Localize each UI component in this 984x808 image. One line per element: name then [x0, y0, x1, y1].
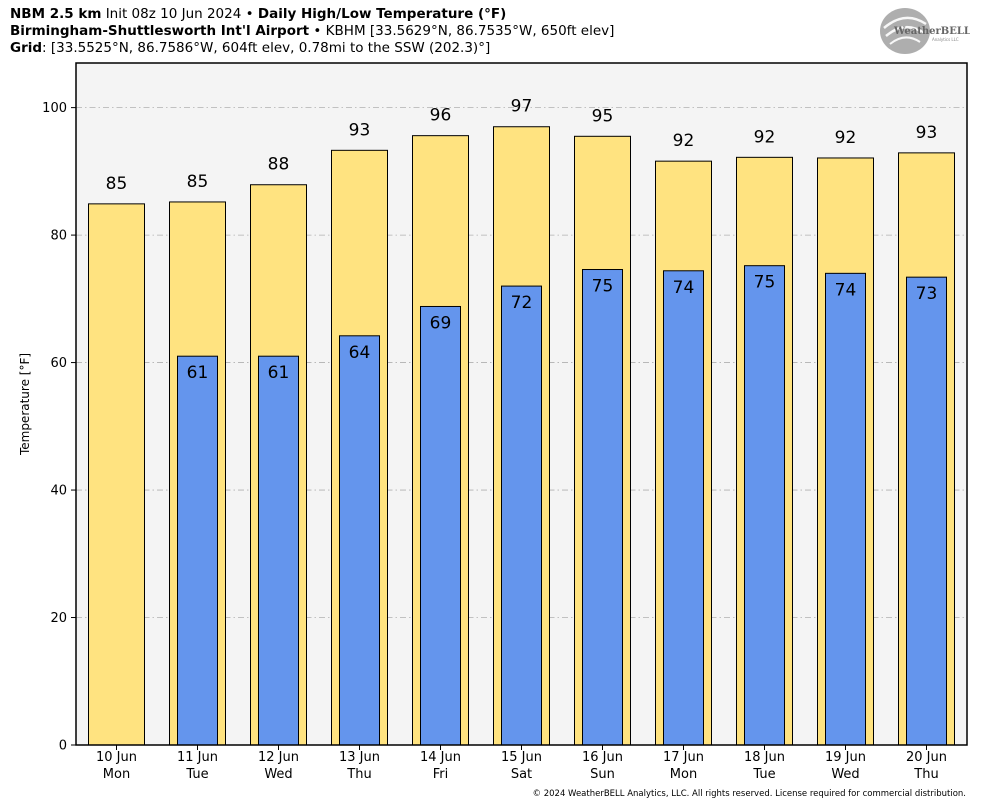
x-tick-date: 19 Jun [825, 750, 866, 765]
high-value-label: 92 [835, 128, 857, 148]
low-series [177, 265, 947, 746]
low-bar [501, 285, 542, 746]
low-value-label: 75 [754, 273, 776, 293]
station-info: KBHM [33.5629°N, 86.7535°W, 650ft elev] [325, 23, 615, 39]
station-name: Birmingham-Shuttlesworth Int'l Airport [10, 23, 310, 39]
separator: • [245, 6, 254, 22]
x-tick-day: Wed [831, 767, 859, 782]
low-bar [825, 272, 866, 746]
y-tick-label: 60 [50, 356, 67, 371]
y-tick-label: 100 [42, 101, 67, 116]
low-value-label: 73 [916, 284, 938, 304]
x-tick-day: Sun [590, 767, 615, 782]
high-bar [88, 203, 145, 746]
low-value-label: 61 [187, 363, 209, 383]
x-tick-day: Mon [103, 767, 130, 782]
y-axis: 0 20 40 60 80 100 [42, 101, 76, 754]
init-time: Init 08z 10 Jun 2024 [105, 6, 242, 22]
title-line-1: NBM 2.5 km Init 08z 10 Jun 2024 • Daily … [10, 6, 506, 23]
x-tick-day: Fri [433, 767, 449, 782]
x-tick-day: Tue [185, 767, 208, 782]
x-tick-date: 20 Jun [906, 750, 947, 765]
x-tick-date: 15 Jun [501, 750, 542, 765]
model-name: NBM 2.5 km [10, 6, 102, 22]
high-value-label: 97 [511, 97, 533, 117]
x-tick-day: Tue [752, 767, 775, 782]
x-tick-date: 11 Jun [177, 750, 218, 765]
x-tick-date: 10 Jun [96, 750, 137, 765]
title-line-3: Grid: [33.5525°N, 86.7586°W, 604ft elev,… [10, 40, 490, 57]
high-value-label: 85 [187, 172, 209, 192]
high-value-label: 95 [592, 106, 614, 126]
grid-info: : [33.5525°N, 86.7586°W, 604ft elev, 0.7… [42, 40, 491, 56]
y-tick-label: 0 [59, 739, 67, 754]
x-tick-date: 16 Jun [582, 750, 623, 765]
x-tick-date: 13 Jun [339, 750, 380, 765]
high-value-label: 93 [349, 120, 371, 140]
x-tick-date: 14 Jun [420, 750, 461, 765]
title-line-2: Birmingham-Shuttlesworth Int'l Airport •… [10, 23, 614, 40]
weatherbell-logo: WeatherBELL Analytics LLC [880, 8, 970, 54]
low-bar [744, 265, 785, 746]
y-axis-label: Temperature [°F] [18, 353, 32, 456]
low-value-label: 61 [268, 363, 290, 383]
x-tick-day: Thu [913, 767, 938, 782]
high-value-label: 85 [106, 174, 128, 194]
y-tick-label: 80 [50, 229, 67, 244]
low-bar [258, 355, 299, 746]
low-bar [582, 269, 623, 746]
high-value-label: 93 [916, 123, 938, 143]
high-value-label: 92 [673, 131, 695, 151]
x-tick-date: 12 Jun [258, 750, 299, 765]
low-bar [339, 335, 380, 746]
low-value-label: 74 [835, 280, 857, 300]
separator: • [313, 23, 322, 39]
low-value-label: 72 [511, 293, 533, 313]
low-value-label: 64 [349, 343, 371, 363]
x-tick-day: Sat [511, 767, 532, 782]
x-tick-day: Thu [346, 767, 371, 782]
x-tick-day: Wed [264, 767, 292, 782]
low-bar [420, 305, 461, 746]
svg-text:WeatherBELL: WeatherBELL [893, 26, 970, 37]
data-labels: 85 85 88 93 96 97 95 92 92 92 93 61 61 64 69 72 75 74 75 74… [106, 97, 938, 383]
high-value-label: 88 [268, 155, 290, 175]
low-value-label: 69 [430, 313, 452, 333]
low-bar [663, 270, 704, 746]
y-tick-label: 40 [50, 484, 67, 499]
x-tick-date: 18 Jun [744, 750, 785, 765]
grid-label: Grid [10, 40, 43, 56]
low-value-label: 75 [592, 277, 614, 297]
high-value-label: 96 [430, 106, 452, 126]
high-value-label: 92 [754, 127, 776, 147]
product-title: Daily High/Low Temperature (°F) [257, 6, 507, 22]
x-tick-date: 17 Jun [663, 750, 704, 765]
low-bar [177, 355, 218, 746]
copyright-notice: © 2024 WeatherBELL Analytics, LLC. All r… [532, 789, 966, 799]
low-value-label: 74 [673, 278, 695, 298]
x-tick-day: Mon [670, 767, 697, 782]
x-axis: 10 Jun Mon 11 Jun Tue 12 Jun Wed 13 Jun Thu 14 J… [96, 745, 947, 782]
svg-text:Analytics LLC: Analytics LLC [932, 37, 959, 42]
low-bar [906, 276, 947, 746]
y-tick-label: 20 [50, 611, 67, 626]
